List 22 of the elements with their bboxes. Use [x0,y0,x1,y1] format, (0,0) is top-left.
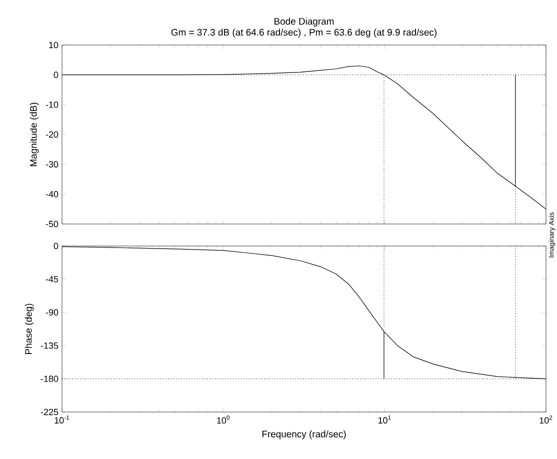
chart-subtitle: Gm = 37.3 dB (at 64.6 rad/sec) , Pm = 63.6 deg (at 9.9 rad/sec) [171,28,436,38]
y-axis-title: Magnitude (dB) [30,102,39,166]
x-tick-label: 10$^{-1}$ [54,416,70,424]
y-tick-label: -225 [40,408,58,416]
x-axis-title: Frequency (rad/sec) [262,430,346,440]
y-tick-label: -20 [46,131,58,138]
y-tick-label: -180 [40,376,58,382]
y-tick-label: -10 [46,101,58,108]
y-tick-label: -135 [40,342,58,349]
y-tick-label: -50 [46,220,58,228]
y-tick-label: 10 [49,42,58,48]
y-tick-label: -90 [46,309,58,316]
chart-title: Bode Diagram [274,18,334,27]
y-tick-label: -45 [46,276,58,282]
y-axis-title: Phase (deg) [24,304,34,354]
y-tick-label: -30 [46,161,58,168]
y-tick-label: 0 [54,72,58,78]
x-tick-label: 10$^{1}$ [378,416,391,424]
x-tick-label: 10$^{2}$ [540,416,552,424]
x-tick-label: 10$^{0}$ [217,416,230,424]
y-tick-label: 0 [54,242,58,250]
y-tick-label: -40 [46,190,58,198]
